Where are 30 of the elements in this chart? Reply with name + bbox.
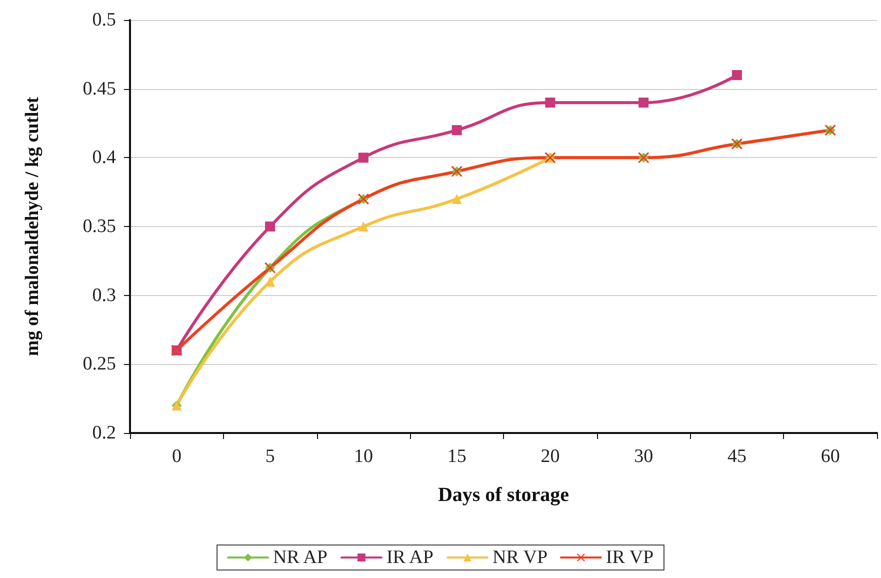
legend-label: IR AP — [386, 547, 434, 568]
y-tick-label: 0.3 — [92, 284, 116, 306]
legend-label: IR VP — [606, 547, 654, 568]
x-axis-title: Days of storage — [438, 484, 570, 506]
legend-label: NR VP — [492, 547, 548, 568]
y-axis-title: mg of malonaldehyde / kg cutlet — [22, 96, 43, 356]
y-tick-label: 0.4 — [92, 147, 116, 168]
point — [545, 98, 556, 108]
point — [452, 125, 462, 136]
x-tick-label: 20 — [540, 446, 560, 467]
y-tick-label: 0.35 — [82, 216, 116, 237]
y-tick-label: 0.5 — [92, 10, 116, 30]
point — [358, 222, 368, 232]
x-tick-label: 60 — [820, 446, 840, 467]
x-tick-label: 5 — [265, 446, 275, 467]
x-tick-label: 0 — [172, 446, 182, 467]
y-tick-label: 0.2 — [92, 422, 116, 444]
x-tick-label: 15 — [447, 446, 466, 467]
legend-label: NR AP — [273, 547, 328, 568]
y-tick-label: 0.45 — [82, 78, 116, 100]
point — [638, 98, 649, 108]
point — [265, 276, 276, 287]
point — [732, 70, 742, 80]
point — [452, 194, 462, 204]
y-tick-label: 0.25 — [82, 354, 116, 375]
x-tick-label: 30 — [634, 446, 654, 467]
point — [358, 152, 368, 163]
x-tick-label: 45 — [727, 446, 746, 467]
x-tick-label: 10 — [354, 446, 373, 467]
point — [265, 222, 276, 232]
